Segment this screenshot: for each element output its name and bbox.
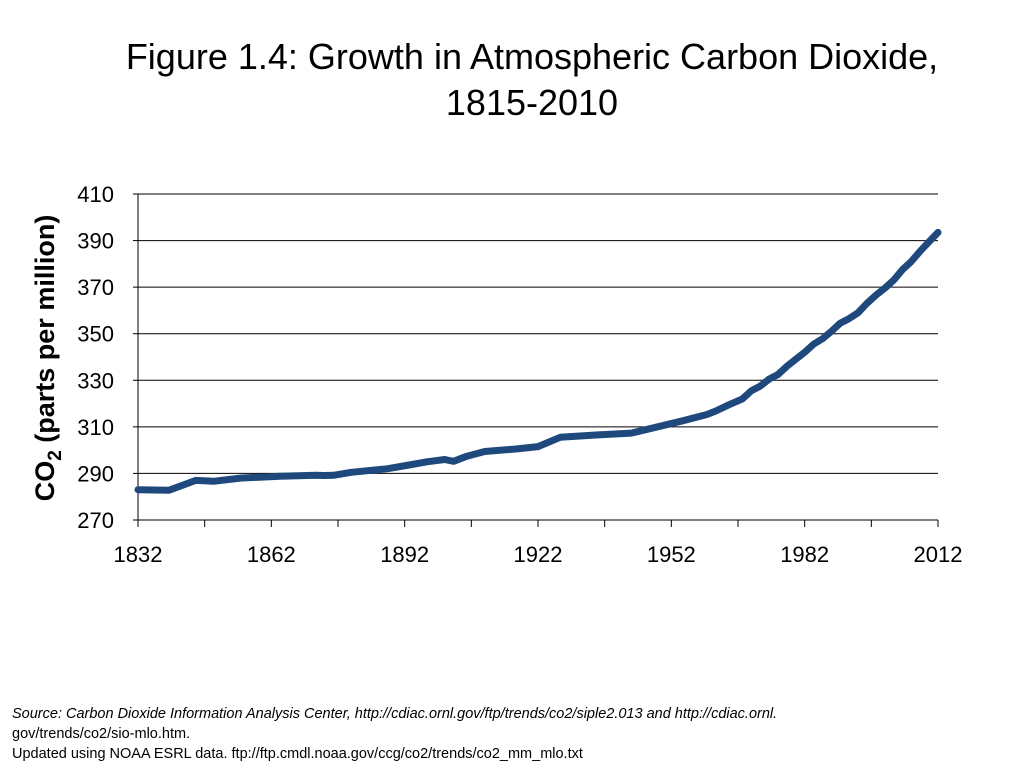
data-point [323,474,326,477]
series-line-0 [134,228,942,494]
data-point [279,475,282,478]
data-point [443,458,446,461]
data-point [350,471,353,474]
data-point [559,436,562,439]
data-point [594,434,597,436]
data-point [874,294,877,297]
y-tick-label-310: 310 [77,415,114,440]
data-point [683,419,686,422]
y-tick-labels: 270 290 310 330 350 370 390 410 [77,182,114,533]
data-point [812,343,815,345]
y-tick-label-390: 390 [77,229,114,254]
data-point [714,410,717,412]
source-line-3: Updated using NOAA ESRL data. ftp://ftp.… [12,746,583,762]
data-point [768,378,770,380]
data-point [168,489,170,491]
data-point [901,268,904,271]
y-axis-label-main: CO [30,461,60,502]
data-point [839,322,842,325]
data-point [239,477,242,479]
data-point [759,385,762,387]
x-tick-label-1922: 1922 [514,542,563,567]
source-note: Source: Carbon Dioxide Information Analy… [12,704,1012,764]
data-point [821,338,824,340]
data-point [386,467,388,470]
data-point [314,474,317,477]
data-point [728,403,730,406]
data-point [452,460,455,463]
data-point [514,448,517,450]
source-line-1: Source: Carbon Dioxide Information Analy… [12,706,778,722]
data-point [919,250,922,252]
data-point [786,365,788,368]
x-tick-label-2012: 2012 [914,542,963,567]
y-tick-label-350: 350 [77,322,114,347]
data-point [937,231,939,234]
data-point [857,311,859,314]
x-tick-labels: 1832 1862 1892 1922 1952 1982 2012 [114,542,963,567]
y-axis-label: CO2 (parts per million) [30,215,66,502]
y-axis-label-subscript: 2 [45,450,66,461]
chart-title-line-2: 1815-2010 [445,82,619,123]
data-point [537,445,539,448]
data-point [706,413,708,416]
x-tick-label-1982: 1982 [780,542,829,567]
data-point [803,351,806,354]
chart-title: Figure 1.4: Growth in Atmospheric Carbon… [60,34,1004,126]
data-point [408,464,410,466]
data-point [194,479,197,482]
data-point [830,330,833,333]
y-tick-label-290: 290 [77,461,114,486]
data-point [466,455,468,457]
chart-title-line-1: Figure 1.4: Growth in Atmospheric Carbon… [125,36,939,77]
data-point [212,480,215,483]
series-layer [134,228,942,494]
y-tick-label-410: 410 [77,182,114,207]
data-point [741,398,744,400]
y-tick-label-330: 330 [77,368,114,393]
data-point [883,287,886,290]
y-tick-label-370: 370 [77,275,114,300]
axes [133,193,939,527]
data-point [794,358,797,361]
data-point [750,389,753,392]
x-tick-label-1952: 1952 [647,542,696,567]
x-tick-label-1892: 1892 [380,542,429,567]
data-point [866,302,868,305]
y-axis-label-rest: (parts per million) [30,215,60,451]
x-tick-label-1862: 1862 [247,542,296,567]
co2-line-chart: 270 290 310 330 350 370 390 410 1832 1862 1892 192… [30,182,963,567]
source-line-2: gov/trends/co2/sio-mlo.htm. [12,726,191,742]
data-point [137,488,139,491]
data-point [426,460,428,463]
data-point [777,373,779,376]
grid-lines [138,193,938,474]
data-point [848,317,850,320]
data-point [483,450,486,453]
x-tick-label-1832: 1832 [114,542,163,567]
data-point [332,474,335,477]
data-point [661,424,664,427]
data-point [910,260,913,263]
data-point [630,432,633,434]
data-point [928,240,930,243]
y-tick-label-270: 270 [77,508,114,533]
data-point [892,279,895,281]
